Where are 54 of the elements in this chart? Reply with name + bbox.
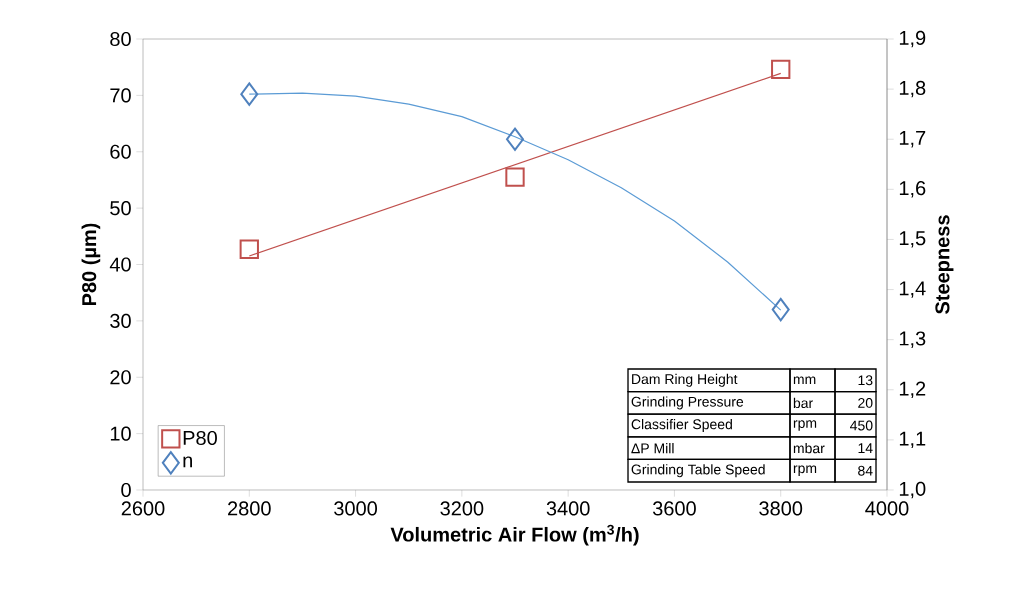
x-tick-label: 2800 bbox=[228, 501, 271, 516]
y2-tick-label: 1,0 bbox=[899, 481, 926, 499]
y-tick-label: 20 bbox=[110, 370, 131, 385]
y-tick-label: 80 bbox=[110, 31, 131, 47]
point bbox=[240, 82, 259, 106]
legend-label: P80 bbox=[183, 430, 217, 446]
point bbox=[506, 127, 525, 151]
annotation: 13 bbox=[858, 375, 873, 386]
x-tick-label: 3800 bbox=[759, 501, 803, 516]
y2-tick-label: 1,2 bbox=[899, 381, 926, 399]
y2-tick-label: 1,8 bbox=[899, 80, 926, 98]
y2-tick-label: 1,6 bbox=[899, 181, 926, 198]
point bbox=[771, 297, 790, 322]
y2-tick-label: 1,5 bbox=[899, 231, 926, 248]
annotation: 20 bbox=[858, 397, 873, 408]
x-tick-label: 3600 bbox=[652, 501, 696, 516]
y-tick-label: 30 bbox=[110, 313, 131, 328]
annotation: rpm bbox=[793, 465, 817, 476]
annotation: bar bbox=[793, 397, 813, 409]
x-tick-label: 4000 bbox=[865, 501, 909, 516]
annotation: mbar bbox=[793, 442, 825, 454]
annotation: Grinding Table Speed bbox=[631, 464, 765, 478]
point bbox=[239, 239, 259, 259]
x-axis-title: Volumetric Air Flow (m$^{3}$/h) bbox=[390, 524, 639, 546]
annotation: rpm bbox=[793, 420, 817, 431]
y-tick-label: 0 bbox=[121, 482, 131, 498]
annotation: 450 bbox=[850, 420, 873, 431]
annotation: Dam Ring Height bbox=[632, 373, 738, 387]
line-series bbox=[248, 92, 782, 311]
y-tick-label: 70 bbox=[110, 88, 131, 103]
point bbox=[771, 59, 791, 80]
y2-tick-label: 1,3 bbox=[899, 331, 926, 348]
y-tick-label: 60 bbox=[110, 144, 131, 159]
y-tick-label: 40 bbox=[109, 257, 131, 272]
legend-label: n bbox=[183, 456, 192, 468]
y2-axis-title: Steepness bbox=[935, 215, 954, 314]
annotation: 14 bbox=[858, 443, 873, 453]
annotation: 84 bbox=[858, 465, 873, 476]
y2-tick-label: 1,4 bbox=[899, 281, 926, 298]
y-tick-label: 10 bbox=[110, 426, 131, 441]
x-tick-label: 2600 bbox=[121, 501, 165, 516]
x-tick-label: 3200 bbox=[440, 501, 484, 516]
x-tick-label: 3400 bbox=[546, 501, 590, 516]
point bbox=[505, 167, 525, 187]
y2-tick-label: 1,7 bbox=[899, 131, 926, 148]
x-tick-label: 3000 bbox=[334, 501, 378, 516]
y2-tick-label: 1,1 bbox=[899, 431, 926, 449]
annotation: ΔP Mill bbox=[631, 443, 674, 454]
annotation: Classifier Speed bbox=[631, 418, 732, 433]
annotation: mm bbox=[793, 376, 816, 385]
y-tick-label: 50 bbox=[110, 201, 131, 216]
annotation: Grinding Pressure bbox=[631, 396, 744, 410]
y2-tick-label: 1,9 bbox=[899, 30, 926, 48]
y-axis-title: P80 (µm) bbox=[81, 223, 101, 306]
